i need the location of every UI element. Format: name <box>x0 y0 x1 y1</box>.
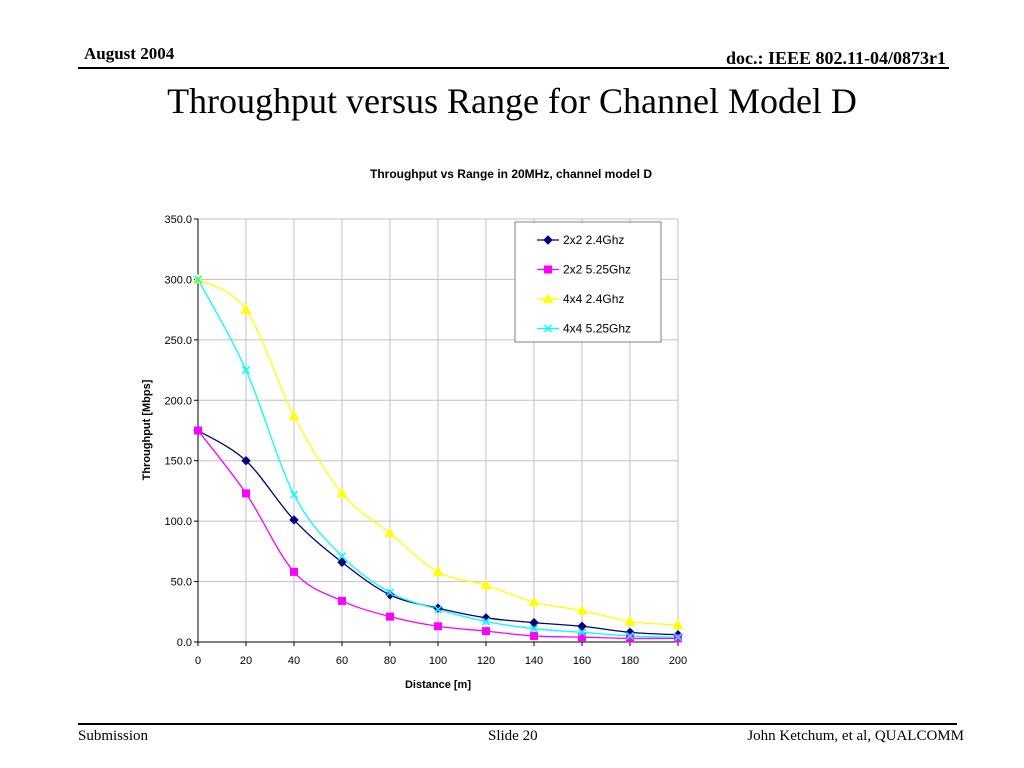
legend-label: 2x2 2.4Ghz <box>563 233 624 247</box>
data-point-series-4 <box>289 490 299 499</box>
data-point-series-3 <box>240 304 252 314</box>
y-tick-label: 300.0 <box>164 274 192 286</box>
data-point-series-2 <box>194 426 202 435</box>
data-point-series-1 <box>577 621 587 631</box>
legend-item: 2x2 5.25Ghz <box>537 263 631 277</box>
footer-rule <box>78 723 957 725</box>
series-line-3 <box>197 278 679 626</box>
data-point-series-4 <box>193 275 203 284</box>
chart-legend: 2x2 2.4Ghz 2x2 5.25Ghz 4x4 2.4Ghz 4x4 5.25G… <box>514 221 662 343</box>
data-point-series-3 <box>624 615 636 626</box>
data-point-series-2 <box>290 567 298 576</box>
data-point-series-4 <box>673 633 683 642</box>
footer-submission: Submission <box>78 728 149 744</box>
series-line-4 <box>197 279 679 638</box>
data-point-series-1 <box>529 617 539 628</box>
y-tick-label: 250.0 <box>164 335 192 347</box>
legend-marker <box>543 235 553 245</box>
header-doc-id: doc.: IEEE 802.11-04/0873r1 <box>725 48 946 68</box>
data-point-series-4 <box>241 366 251 375</box>
legend-marker <box>543 324 553 333</box>
data-point-series-1 <box>337 557 347 567</box>
header-date: August 2004 <box>84 44 175 63</box>
data-point-series-2 <box>626 634 634 643</box>
data-point-series-2 <box>578 633 586 642</box>
legend-marker <box>542 293 554 303</box>
data-point-series-4 <box>529 624 539 633</box>
data-point-series-3 <box>432 566 444 576</box>
data-point-series-2 <box>242 489 250 498</box>
data-point-series-2 <box>674 634 682 643</box>
y-tick-label: 100.0 <box>164 516 192 528</box>
x-tick-label: 120 <box>477 655 495 667</box>
x-tick-label: 140 <box>525 655 543 667</box>
data-point-series-3 <box>480 579 492 590</box>
data-point-series-1 <box>433 603 443 613</box>
y-tick-label: 50.0 <box>171 577 192 589</box>
data-point-series-3 <box>672 619 684 630</box>
legend-item: 4x4 2.4Ghz <box>537 292 624 306</box>
x-tick-label: 100 <box>429 655 447 667</box>
x-tick-labels: 0 20 40 60 80 100 120 140 160 180 200 <box>195 655 687 667</box>
data-point-series-4 <box>577 628 587 637</box>
chart-title: Throughput vs Range in 20MHz, channel mo… <box>370 167 652 181</box>
slide-title: Throughput versus Range for Channel Mode… <box>167 81 857 121</box>
x-tick-label: 80 <box>384 655 396 667</box>
y-tick-labels: 0.0 50.0 100.0 150.0 200.0 250.0 300.0 350.0 <box>164 214 192 649</box>
legend-label: 4x4 2.4Ghz <box>563 292 624 306</box>
data-point-series-4 <box>625 631 635 640</box>
data-point-series-4 <box>337 552 347 561</box>
data-point-series-2 <box>386 612 394 621</box>
data-point-series-2 <box>482 627 490 636</box>
x-tick-label: 160 <box>573 655 591 667</box>
legend-label: 2x2 5.25Ghz <box>563 263 631 277</box>
data-point-series-2 <box>530 631 538 640</box>
x-axis-label: Distance [m] <box>405 679 471 691</box>
y-tick-label: 350.0 <box>164 214 192 226</box>
data-point-series-2 <box>338 596 346 605</box>
data-point-series-3 <box>576 605 588 615</box>
header-rule <box>78 67 949 69</box>
x-tick-label: 20 <box>240 655 252 667</box>
data-point-series-4 <box>433 605 443 614</box>
legend-box <box>514 221 662 343</box>
data-point-series-1 <box>241 456 251 466</box>
data-point-series-2 <box>434 622 442 631</box>
x-tick-label: 0 <box>195 655 201 667</box>
data-point-series-4 <box>481 617 491 626</box>
data-point-series-3 <box>384 527 396 538</box>
data-point-series-1 <box>385 590 395 600</box>
y-tick-label: 200.0 <box>164 395 192 407</box>
y-axis-label: Throughput [Mbps] <box>141 379 153 480</box>
data-point-series-3 <box>528 596 540 607</box>
y-tick-label: 150.0 <box>164 456 192 468</box>
y-tick-label: 0.0 <box>177 637 192 649</box>
footer-slide-number: Slide 20 <box>488 728 538 744</box>
legend-item: 4x4 5.25Ghz <box>537 322 631 336</box>
data-point-series-3 <box>288 410 300 420</box>
legend-item: 2x2 2.4Ghz <box>537 233 624 247</box>
data-point-series-4 <box>385 588 395 597</box>
x-tick-label: 40 <box>288 655 300 667</box>
data-point-series-1 <box>289 515 299 525</box>
footer-author: John Ketchum, et al, QUALCOMM <box>747 728 964 744</box>
legend-marker <box>544 265 552 274</box>
data-point-series-3 <box>336 487 348 498</box>
legend-label: 4x4 5.25Ghz <box>563 322 631 336</box>
series-markers <box>192 273 684 643</box>
x-tick-label: 60 <box>336 655 348 667</box>
x-tick-label: 180 <box>621 655 639 667</box>
x-tick-label: 200 <box>669 655 687 667</box>
